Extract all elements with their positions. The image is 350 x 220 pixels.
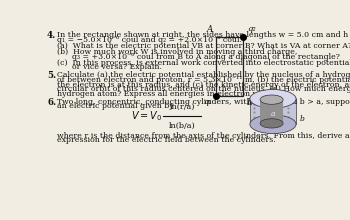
Text: or vice versa? Explain.: or vice versa? Explain. xyxy=(57,64,162,72)
Ellipse shape xyxy=(260,119,283,128)
Text: In the rectangle shown at right, the sides have lengths w = 5.0 cm and h = 15 cm: In the rectangle shown at right, the sid… xyxy=(57,31,350,39)
Ellipse shape xyxy=(260,95,283,104)
Text: b: b xyxy=(299,115,304,123)
Text: the electron is at this radius, and (c) the kinetic energy of the electron, assu: the electron is at this radius, and (c) … xyxy=(57,81,350,89)
Text: (b)  How much work W is involved in moving a third charge,: (b) How much work W is involved in movin… xyxy=(57,48,297,56)
Polygon shape xyxy=(260,100,283,123)
Text: (c)  In this process, is external work converted into electrostatic potential en: (c) In this process, is external work co… xyxy=(57,59,350,67)
Text: B: B xyxy=(246,97,253,106)
Text: q₁ = −5.0×10⁻⁶ coul and q₂ = +2.0×10⁻⁶ coul.: q₁ = −5.0×10⁻⁶ coul and q₂ = +2.0×10⁻⁶ c… xyxy=(57,36,242,44)
Text: ln(r/a): ln(r/a) xyxy=(169,103,195,111)
Text: A: A xyxy=(206,25,213,34)
Text: where r is the distance from the axis of the cylinders. From this, derive an: where r is the distance from the axis of… xyxy=(57,132,350,140)
Text: q₃ = +3.0×10⁻⁶ coul from B to A along a diagonal of the rectangle?: q₃ = +3.0×10⁻⁶ coul from B to A along a … xyxy=(57,53,339,61)
Bar xyxy=(216,37,243,96)
Text: an electric potential given by: an electric potential given by xyxy=(57,103,174,110)
Text: hydrogen atom? Express all energies in electron volts.: hydrogen atom? Express all energies in e… xyxy=(57,90,274,98)
Text: q₂: q₂ xyxy=(247,25,256,33)
Text: a: a xyxy=(271,110,275,119)
Ellipse shape xyxy=(250,90,296,108)
Text: q₁: q₁ xyxy=(203,97,212,106)
Polygon shape xyxy=(250,99,296,124)
Text: circular orbit of this radius centered on the nucleus. (d) How much energy is re: circular orbit of this radius centered o… xyxy=(57,85,350,93)
Text: 5.: 5. xyxy=(47,72,56,81)
Text: $V = V_0$: $V = V_0$ xyxy=(131,109,162,123)
Text: of between electron and proton, r = 5.3×10⁻¹¹ m, (b) the electric potential ener: of between electron and proton, r = 5.3×… xyxy=(57,76,350,84)
Text: ln(b/a): ln(b/a) xyxy=(169,121,195,130)
Text: Two long, concentric, conducting cylinders, with radii a and b > a, support: Two long, concentric, conducting cylinde… xyxy=(57,98,350,106)
Text: Calculate (a) the electric potential established by the nucleus of a hydrogen at: Calculate (a) the electric potential est… xyxy=(57,72,350,79)
Text: expression for the electric field between the cylinders.: expression for the electric field betwee… xyxy=(57,136,275,144)
Text: 4.: 4. xyxy=(47,31,56,40)
Text: 6.: 6. xyxy=(47,98,56,107)
Text: (a)  What is the electric potential VB at corner B? What is VA at corner A?: (a) What is the electric potential VB at… xyxy=(57,42,350,50)
Ellipse shape xyxy=(250,115,296,134)
